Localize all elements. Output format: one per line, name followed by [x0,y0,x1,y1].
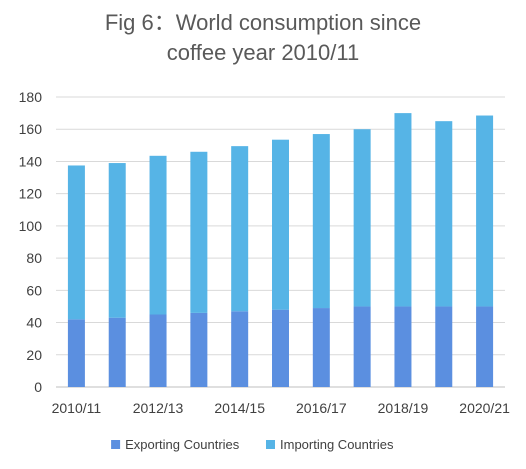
bar-importing-2012-13 [149,155,167,315]
x-tick-label-2020-21: 2020/21 [459,400,510,416]
x-tick-label-2014-15: 2014/15 [214,400,265,416]
y-tick-label-60: 60 [26,282,42,298]
x-tick-label-2012-13: 2012/13 [133,400,184,416]
bar-importing-2018-19 [394,113,412,307]
y-tick-label-140: 140 [19,153,43,169]
y-tick-label-0: 0 [34,379,42,395]
chart-title-line-1: Fig 6：World consumption since [104,10,422,35]
bar-importing-2015-16 [272,139,289,310]
bar-importing-2011-12 [108,163,126,318]
y-tick-label-120: 120 [19,186,43,202]
x-tick-label-2010-11: 2010/11 [52,400,102,416]
bar-importing-2017-18 [353,129,371,307]
legend-swatch-exporting [111,440,121,449]
bar-importing-2019-20 [435,121,453,307]
bar-importing-2014-15 [231,146,249,312]
bar-exporting-2020-21 [476,306,494,387]
y-tick-label-80: 80 [26,250,42,266]
bar-importing-2013-14 [190,151,208,313]
bar-exporting-2013-14 [190,312,208,387]
legend-label-importing: Importing Countries [280,437,394,452]
chart-title: Fig 6：World consumption since coffee yea… [0,8,526,68]
y-tick-label-20: 20 [26,347,42,363]
bar-exporting-2011-12 [108,317,126,387]
bar-importing-2020-21 [476,115,494,307]
bar-exporting-2014-15 [231,311,249,387]
y-tick-label-180: 180 [19,89,43,105]
chart-title-line-2: coffee year 2010/11 [166,40,360,65]
y-tick-label-160: 160 [19,121,43,137]
bar-exporting-2017-18 [353,306,371,387]
x-tick-label-2016-17: 2016/17 [296,400,347,416]
bar-importing-2010-11 [67,165,85,320]
bar-exporting-2019-20 [435,306,453,387]
legend-label-exporting: Exporting Countries [125,437,240,452]
bar-exporting-2012-13 [149,314,167,387]
y-tick-label-100: 100 [19,218,43,234]
bar-exporting-2018-19 [394,306,412,387]
y-tick-label-40: 40 [26,315,42,331]
x-tick-label-2018-19: 2018/19 [378,400,429,416]
legend-swatch-importing [266,440,275,449]
bar-importing-2016-17 [312,134,330,309]
bar-exporting-2015-16 [272,309,289,387]
bar-exporting-2016-17 [312,308,330,387]
bar-exporting-2010-11 [67,319,85,387]
